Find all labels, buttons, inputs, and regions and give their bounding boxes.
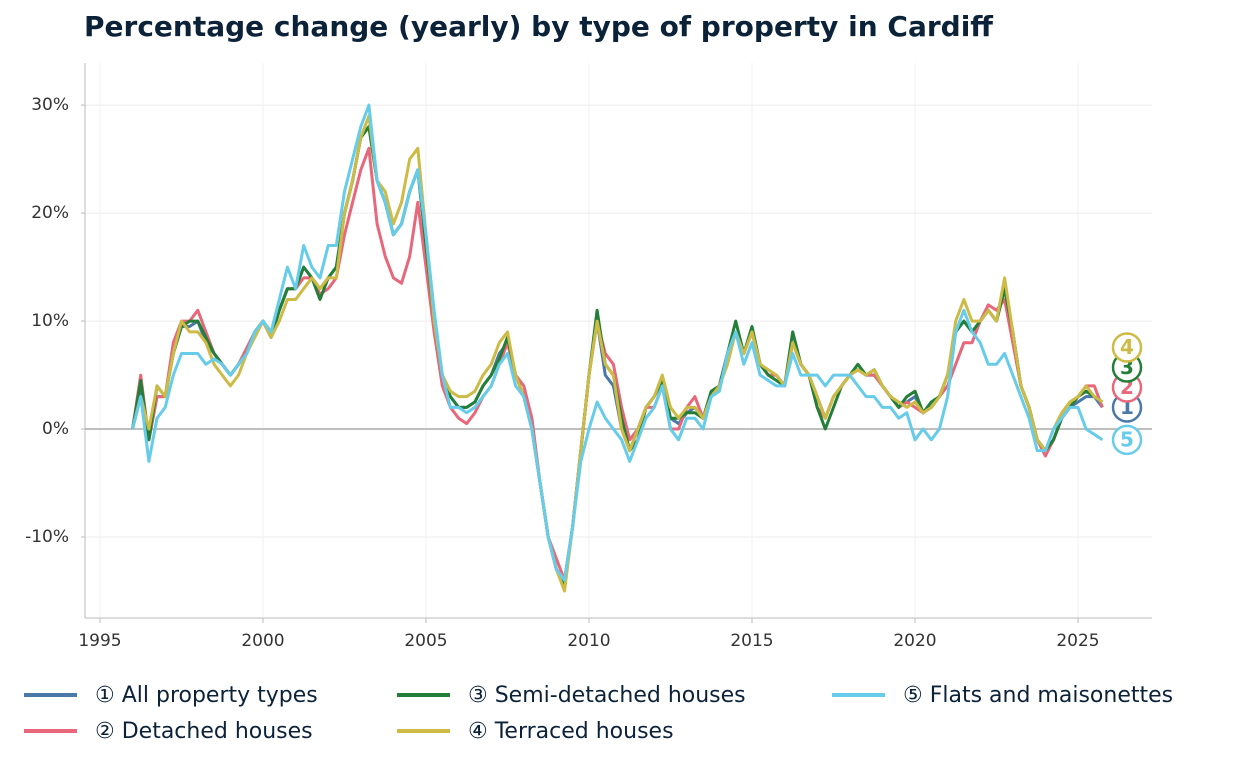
y-tick-label: 10%	[31, 311, 69, 331]
series-line	[131, 125, 1104, 588]
x-tick-label: 2005	[404, 631, 447, 651]
y-tick-label: 0%	[42, 419, 69, 439]
legend-label: ② Detached houses	[95, 719, 313, 744]
legend-label: ③ Semi-detached houses	[468, 683, 746, 708]
legend-label: ⑤ Flats and maisonettes	[903, 683, 1173, 708]
y-tick-label: -10%	[25, 527, 69, 547]
end-label: 5	[1120, 427, 1134, 451]
x-tick-label: 2010	[567, 631, 610, 651]
y-tick-label: 30%	[31, 95, 69, 115]
end-label-circle	[1111, 424, 1143, 456]
x-tick-label: 2025	[1056, 631, 1099, 651]
legend-label: ④ Terraced houses	[468, 719, 674, 744]
legend-label: ① All property types	[95, 683, 318, 708]
x-tick-label: 2015	[730, 631, 773, 651]
y-tick-label: 20%	[31, 203, 69, 223]
x-tick-label: 2020	[893, 631, 936, 651]
x-tick-label: 1995	[78, 631, 121, 651]
chart-title: Percentage change (yearly) by type of pr…	[84, 10, 993, 43]
end-label: 4	[1120, 335, 1134, 359]
series-line	[131, 114, 1104, 593]
x-tick-label: 2000	[241, 631, 284, 651]
series-line	[131, 103, 1104, 582]
end-label-circle	[1111, 332, 1143, 363]
series-line	[131, 125, 1104, 582]
